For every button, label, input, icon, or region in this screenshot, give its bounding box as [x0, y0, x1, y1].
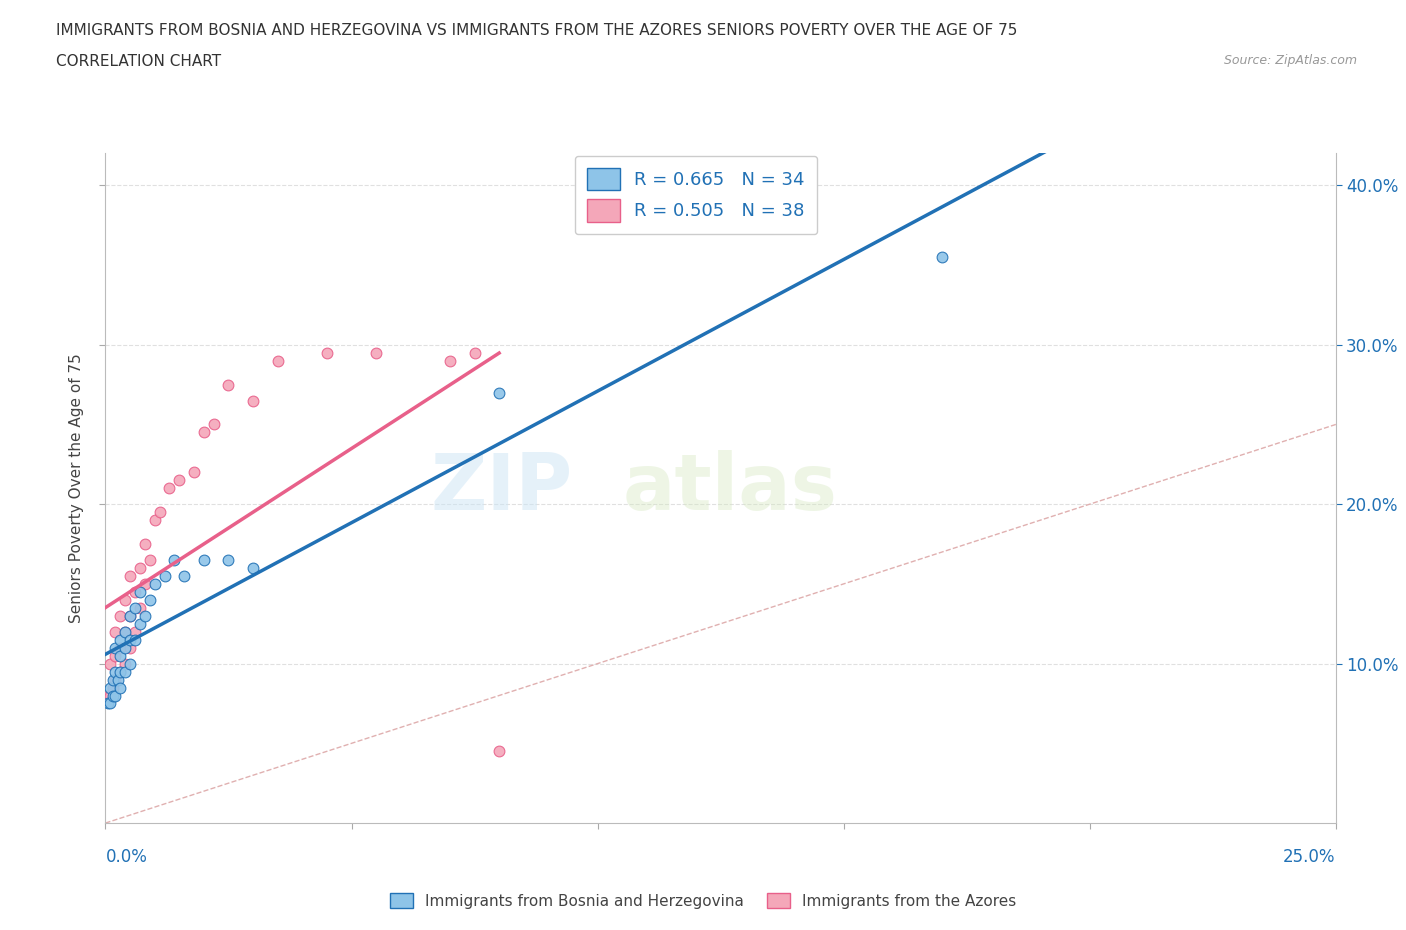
- Point: [134, 608, 156, 623]
- Point: [114, 624, 136, 639]
- Point: [193, 425, 215, 440]
- Point: [114, 657, 136, 671]
- Point: [110, 664, 132, 679]
- Point: [101, 672, 124, 687]
- Point: [104, 688, 127, 703]
- Point: [183, 465, 205, 480]
- Text: Source: ZipAtlas.com: Source: ZipAtlas.com: [1223, 54, 1357, 67]
- Point: [218, 552, 240, 567]
- Point: [163, 552, 186, 567]
- Point: [439, 353, 461, 368]
- Point: [124, 601, 146, 616]
- Point: [193, 552, 215, 567]
- Point: [124, 584, 146, 599]
- Point: [218, 378, 240, 392]
- Point: [149, 505, 172, 520]
- Point: [124, 632, 146, 647]
- Point: [104, 672, 127, 687]
- Point: [97, 696, 120, 711]
- Point: [129, 561, 152, 576]
- Point: [114, 664, 136, 679]
- Point: [202, 417, 225, 432]
- Point: [110, 648, 132, 663]
- Point: [173, 568, 195, 583]
- Point: [110, 680, 132, 695]
- Point: [488, 385, 510, 400]
- Text: 0.0%: 0.0%: [105, 848, 148, 866]
- Point: [464, 345, 486, 360]
- Point: [114, 624, 136, 639]
- Point: [98, 680, 122, 695]
- Point: [120, 640, 141, 655]
- Point: [267, 353, 290, 368]
- Point: [134, 577, 156, 591]
- Point: [138, 552, 162, 567]
- Text: 25.0%: 25.0%: [1284, 848, 1336, 866]
- Point: [143, 512, 166, 527]
- Point: [315, 345, 337, 360]
- Point: [114, 592, 136, 607]
- Point: [101, 680, 124, 695]
- Text: atlas: atlas: [621, 450, 837, 526]
- Point: [120, 608, 141, 623]
- Legend: Immigrants from Bosnia and Herzegovina, Immigrants from the Azores: Immigrants from Bosnia and Herzegovina, …: [384, 886, 1022, 915]
- Point: [366, 345, 388, 360]
- Point: [159, 481, 180, 496]
- Point: [129, 617, 152, 631]
- Y-axis label: Seniors Poverty Over the Age of 75: Seniors Poverty Over the Age of 75: [69, 353, 84, 623]
- Point: [143, 577, 166, 591]
- Point: [120, 632, 141, 647]
- Point: [110, 664, 132, 679]
- Text: IMMIGRANTS FROM BOSNIA AND HERZEGOVINA VS IMMIGRANTS FROM THE AZORES SENIORS POV: IMMIGRANTS FROM BOSNIA AND HERZEGOVINA V…: [56, 23, 1018, 38]
- Point: [242, 561, 264, 576]
- Point: [101, 688, 124, 703]
- Point: [129, 601, 152, 616]
- Text: CORRELATION CHART: CORRELATION CHART: [56, 54, 221, 69]
- Point: [98, 696, 122, 711]
- Point: [98, 657, 122, 671]
- Point: [110, 632, 132, 647]
- Point: [110, 640, 132, 655]
- Point: [138, 592, 162, 607]
- Point: [104, 648, 127, 663]
- Point: [97, 688, 120, 703]
- Point: [107, 672, 129, 687]
- Point: [110, 608, 132, 623]
- Point: [104, 664, 127, 679]
- Point: [242, 393, 264, 408]
- Point: [169, 472, 191, 487]
- Point: [120, 608, 141, 623]
- Point: [120, 657, 141, 671]
- Legend: R = 0.665   N = 34, R = 0.505   N = 38: R = 0.665 N = 34, R = 0.505 N = 38: [575, 156, 817, 234]
- Point: [98, 688, 122, 703]
- Point: [114, 640, 136, 655]
- Point: [104, 624, 127, 639]
- Point: [134, 537, 156, 551]
- Point: [153, 568, 176, 583]
- Point: [488, 744, 510, 759]
- Point: [931, 249, 953, 264]
- Point: [120, 568, 141, 583]
- Text: ZIP: ZIP: [430, 450, 574, 526]
- Point: [129, 584, 152, 599]
- Point: [124, 624, 146, 639]
- Point: [104, 640, 127, 655]
